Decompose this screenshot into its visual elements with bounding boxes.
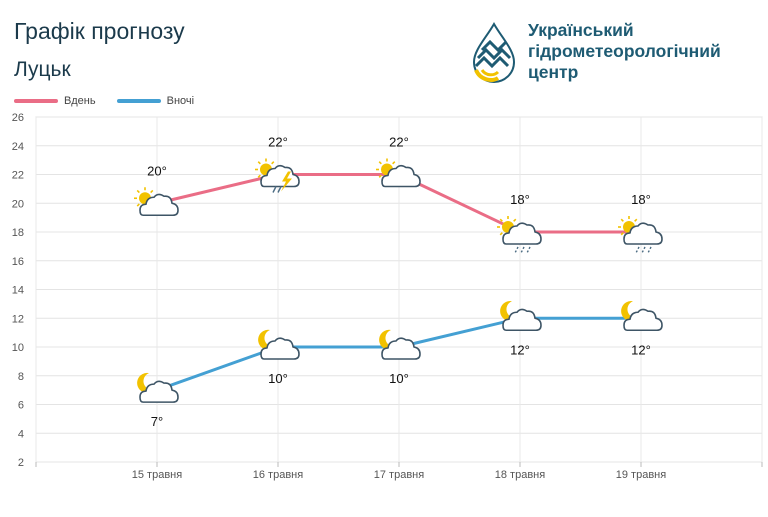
data-label: 20° [147,163,167,178]
rain-drop [647,246,652,254]
moon-shape [137,372,155,393]
moon-shape [621,301,639,322]
city-name: Луцьк [14,58,71,81]
data-label: 22° [268,135,288,150]
y-tick-label: 4 [18,428,24,440]
y-tick-label: 10 [12,342,24,354]
sun-ray [136,203,140,207]
data-label: 12° [631,342,651,357]
moon-cloud-icon [500,301,542,332]
sun-ray [499,232,503,236]
rain-drop [277,186,282,193]
y-tick-label: 2 [18,457,24,469]
data-label: 10° [268,371,288,386]
data-label: 22° [389,135,409,150]
legend-swatch-day [14,99,58,103]
y-tick-label: 8 [18,371,24,383]
logo-line-1: Український [528,20,634,40]
moon-shape [500,301,518,322]
cloud-shape [381,337,421,360]
legend-item-day[interactable]: Вдень [14,95,96,107]
logo-line-3: центр [528,62,579,82]
sun-ray [513,218,517,222]
legend-item-night[interactable]: Вночі [116,95,195,107]
moon-cloud-icon [258,329,300,360]
moon-shape [379,329,397,350]
ukrhydromet-logo: Український гідрометеорологічний центр [466,20,756,84]
sun-ray [620,232,624,236]
legend-swatch-night [116,99,161,103]
page-title: Графік прогнозу [14,18,185,44]
y-tick-label: 18 [12,227,24,239]
data-label: 18° [510,192,530,207]
y-tick-label: 6 [18,400,24,412]
x-tick-label: 19 травня [616,469,666,481]
data-label: 7° [151,414,163,429]
x-tick-label: 16 травня [253,469,303,481]
sun-cloud-rain-icon [618,216,663,254]
legend-label-day: Вдень [64,95,96,107]
rain-drop [635,246,640,254]
rain-drop [514,246,519,254]
data-label: 10° [389,371,409,386]
sun-ray [271,161,275,165]
y-tick-label: 26 [12,112,24,124]
data-label: 12° [510,342,530,357]
legend-label-night: Вночі [166,95,195,107]
cloud-shape [623,308,663,332]
rain-drop [272,186,277,193]
x-tick-label: 18 травня [495,469,545,481]
sun-cloud-rain-icon [497,216,542,254]
sun-ray [634,218,638,222]
drop-logo-icon [472,21,516,84]
sun-cloud-icon [134,187,179,217]
cloud-shape [502,222,542,245]
sun-ray [257,174,261,178]
sun-cloud-icon [376,158,421,188]
sun-ray [378,161,382,165]
x-tick-label: 17 травня [374,469,424,481]
rain-drop [526,246,531,254]
y-tick-label: 24 [12,141,24,153]
logo-line-2: гідрометеорологічний [528,41,721,61]
y-tick-label: 14 [12,285,24,297]
cloud-shape [502,308,542,332]
cloud-shape [381,164,421,188]
sun-thunderstorm-icon [255,158,300,193]
moon-cloud-icon [621,301,663,332]
sun-ray [378,174,382,178]
sun-ray [392,161,396,165]
chart-legend: Вдень Вночі [14,94,212,107]
moon-cloud-icon [137,372,179,403]
cloud-shape [139,193,179,217]
y-tick-label: 20 [12,198,24,210]
moon-shape [258,329,276,350]
cloud-shape [260,337,300,360]
sun-ray [499,218,503,222]
data-label: 18° [631,192,651,207]
y-tick-label: 12 [12,313,24,325]
sun-ray [620,218,624,222]
x-tick-label: 15 травня [132,469,182,481]
sun-ray [136,189,140,194]
rain-drop [520,246,525,254]
y-tick-label: 16 [12,256,24,268]
cloud-shape [139,380,179,403]
moon-cloud-icon [379,329,421,360]
cloud-shape [623,222,663,245]
y-tick-label: 22 [12,170,24,182]
rain-drop [641,246,646,254]
sun-ray [257,161,261,165]
lightning-bolt [281,171,292,192]
sun-ray [150,189,154,194]
